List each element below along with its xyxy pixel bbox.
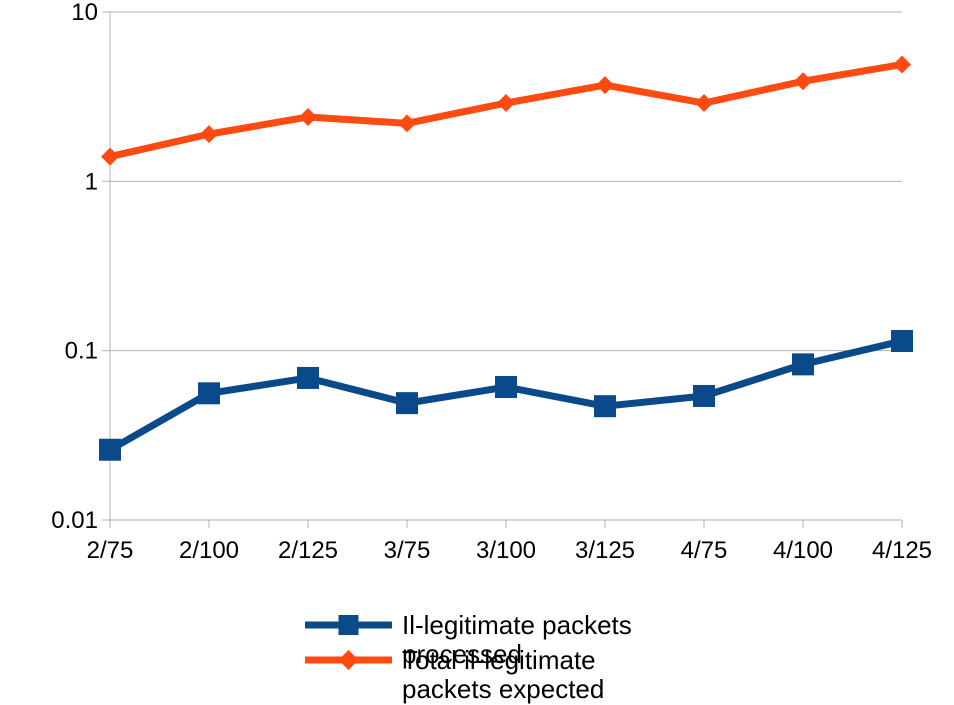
- legend-item-2: Total il-legitimate packets expected: [305, 645, 604, 704]
- x-tick-label: 4/125: [872, 537, 932, 564]
- data-point-diamond: [398, 114, 416, 133]
- legend-label: Il-legitimate packets processed: [402, 610, 632, 669]
- data-point-square: [792, 353, 814, 376]
- data-point-diamond: [695, 94, 713, 113]
- data-point-square: [297, 366, 319, 389]
- y-tick-label: 10: [71, 0, 98, 26]
- x-tick-label: 2/100: [179, 537, 239, 564]
- data-point-square: [693, 384, 715, 407]
- legend-marker-diamond: [338, 650, 359, 670]
- data-point-square: [495, 376, 517, 399]
- y-tick-label: 0.1: [65, 338, 98, 365]
- y-tick-label: 1: [85, 168, 98, 195]
- series-1: [99, 330, 913, 461]
- data-point-diamond: [497, 94, 515, 113]
- legend-marker-square: [338, 615, 359, 635]
- x-tick-label: 4/100: [773, 537, 833, 564]
- x-tick-label: 3/100: [476, 537, 536, 564]
- data-point-square: [396, 392, 418, 415]
- legend-label: Total il-legitimate packets expected: [402, 645, 604, 704]
- data-point-square: [891, 330, 913, 353]
- data-point-square: [198, 382, 220, 405]
- y-tick-label: 0.01: [51, 507, 98, 534]
- x-tick-label: 2/75: [87, 537, 134, 564]
- data-point-square: [594, 395, 616, 418]
- data-point-diamond: [893, 55, 911, 74]
- legend-item-1: Il-legitimate packets processed: [305, 610, 632, 669]
- data-point-diamond: [596, 76, 614, 95]
- legend-label-line: processed: [402, 639, 522, 669]
- series-layer: [99, 55, 913, 461]
- legend-label-line: packets expected: [402, 674, 604, 704]
- data-point-diamond: [794, 72, 812, 91]
- data-point-diamond: [101, 147, 119, 166]
- axes: 10 1 0.1 0.01 2/75 2/100 2/125 3/75 3/100 3/125 4/…: [51, 0, 932, 564]
- x-tick-label: 3/75: [384, 537, 431, 564]
- legend-label-line: Il-legitimate packets: [402, 610, 632, 640]
- series-2: [101, 55, 911, 166]
- data-point-diamond: [299, 107, 317, 126]
- x-tick-label: 3/125: [575, 537, 635, 564]
- x-tick-label: 4/75: [681, 537, 728, 564]
- data-point-diamond: [200, 125, 218, 144]
- data-point-square: [99, 438, 121, 461]
- x-tick-label: 2/125: [278, 537, 338, 564]
- legend-label-line: Total il-legitimate: [402, 645, 596, 675]
